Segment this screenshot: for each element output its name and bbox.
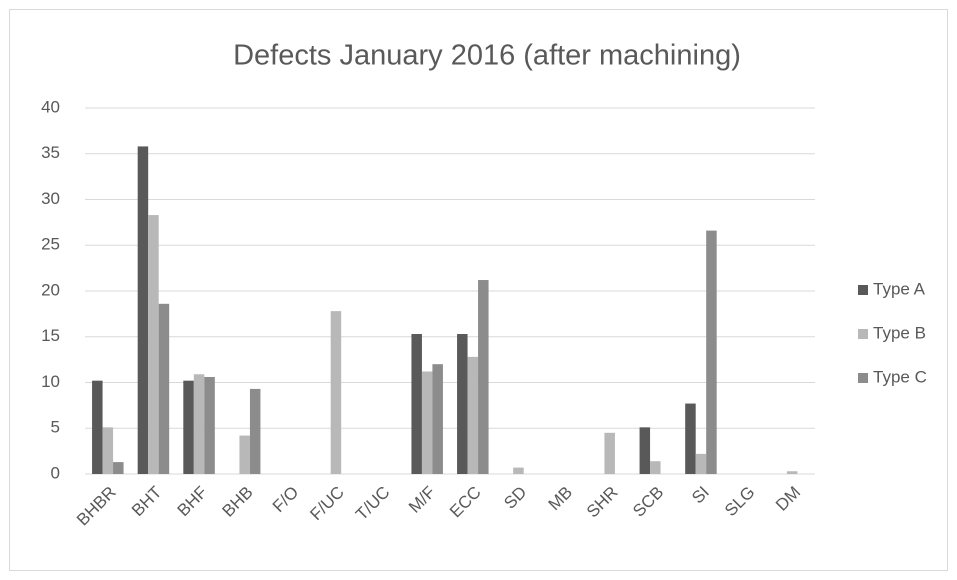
legend-label: Type A <box>873 279 926 298</box>
bar <box>650 461 661 474</box>
y-tick-label: 25 <box>41 235 60 254</box>
bar <box>330 311 342 474</box>
bar <box>706 230 717 474</box>
legend-swatch <box>858 329 868 339</box>
y-tick-label: 20 <box>41 280 60 299</box>
bar <box>158 303 170 474</box>
bar <box>193 374 205 474</box>
bar <box>432 364 443 474</box>
bar <box>467 356 479 474</box>
bar <box>148 215 159 474</box>
bar <box>411 334 422 474</box>
bar <box>786 471 798 474</box>
bar <box>249 388 261 474</box>
bar <box>137 146 149 474</box>
bar <box>113 462 124 474</box>
bar <box>92 380 103 474</box>
bar <box>604 432 615 474</box>
y-tick-label: 10 <box>41 372 60 391</box>
bar <box>102 427 114 474</box>
legend-label: Type B <box>873 323 926 342</box>
y-tick-label: 0 <box>51 463 60 482</box>
bar <box>204 377 215 474</box>
bar <box>478 280 489 474</box>
y-tick-label: 5 <box>51 418 60 437</box>
y-tick-label: 15 <box>41 326 60 345</box>
bar <box>183 380 194 474</box>
bar <box>239 435 250 474</box>
y-tick-label: 30 <box>41 189 60 208</box>
bar <box>421 371 433 474</box>
chart-title: Defects January 2016 (after machining) <box>233 40 741 72</box>
bar <box>457 334 468 474</box>
bar <box>685 403 696 474</box>
legend-label: Type C <box>873 367 927 386</box>
bar <box>513 467 524 474</box>
y-tick-label: 40 <box>41 97 60 116</box>
legend-swatch <box>858 373 868 383</box>
legend-swatch <box>858 285 868 295</box>
bar <box>695 453 707 474</box>
bar <box>639 427 651 474</box>
y-tick-label: 35 <box>41 143 60 162</box>
